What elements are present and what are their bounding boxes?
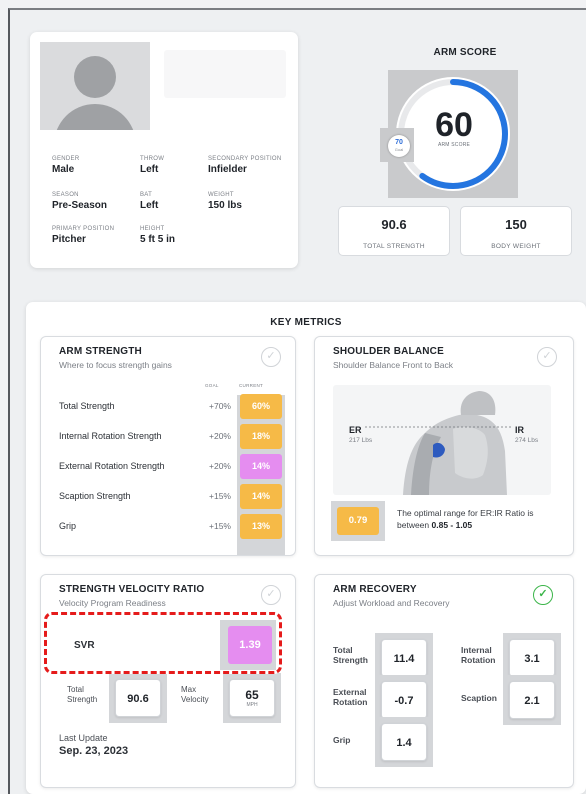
shoulder-anatomy-image xyxy=(333,385,551,495)
arm-score-goal-marker: 70 Goal xyxy=(388,135,410,157)
svr-title: STRENGTH VELOCITY RATIO xyxy=(59,584,205,595)
profile-field-bat: BAT Left xyxy=(140,192,159,211)
total-strength-card: 90.6 TOTAL STRENGTH xyxy=(338,206,450,256)
arm-strength-panel[interactable]: ARM STRENGTH Where to focus strength gai… xyxy=(40,336,296,556)
shoulder-balance-check-icon[interactable]: ✓ xyxy=(537,347,557,367)
goal-column-header: GOAL xyxy=(205,383,219,388)
avatar xyxy=(40,42,150,130)
body-weight-label: BODY WEIGHT xyxy=(491,243,541,250)
arm-score-value: 60 xyxy=(435,106,473,144)
er-ir-ratio-badge: 0.79 xyxy=(337,507,379,535)
last-update-value: Sep. 23, 2023 xyxy=(59,745,129,757)
key-metrics-title: KEY METRICS xyxy=(270,317,342,328)
profile-field-throw: THROW Left xyxy=(140,156,165,175)
profile-card: GENDER Male THROW Left SECONDARY POSITION I… xyxy=(30,32,298,268)
svr-subtitle: Velocity Program Readiness xyxy=(59,598,166,608)
current-badge: 60% xyxy=(240,394,282,419)
svr-value-badge: 1.39 xyxy=(228,626,272,664)
arm-recovery-title: ARM RECOVERY xyxy=(333,584,417,595)
athlete-name-placeholder xyxy=(164,50,286,98)
shoulder-balance-title: SHOULDER BALANCE xyxy=(333,346,444,357)
recovery-item-label: External Rotation xyxy=(333,687,368,707)
ir-value: 274 Lbs xyxy=(515,437,539,444)
svr-max-velocity-box: 65 MPH xyxy=(229,679,275,717)
svr-max-velocity-label: Max Velocity xyxy=(181,685,209,704)
svr-label: SVR xyxy=(74,640,95,651)
recovery-item-label: Scaption xyxy=(461,693,497,703)
arm-score-progress-arc xyxy=(398,79,508,189)
arm-strength-title: ARM STRENGTH xyxy=(59,346,142,357)
svr-total-strength-value: 90.6 xyxy=(115,679,161,717)
profile-field-height: HEIGHT 5 ft 5 in xyxy=(140,226,176,245)
profile-field-primary-position: PRIMARY POSITION Pitcher xyxy=(52,226,115,245)
arm-score-title: ARM SCORE xyxy=(433,47,497,58)
body-weight-value: 150 xyxy=(505,217,527,232)
arm-recovery-check-icon[interactable]: ✓ xyxy=(533,585,553,605)
profile-field-season: SEASON Pre-Season xyxy=(52,192,108,211)
shoulder-balance-subtitle: Shoulder Balance Front to Back xyxy=(333,360,454,370)
recovery-item-value: 11.4 xyxy=(381,639,427,677)
recovery-item-value: 3.1 xyxy=(509,639,555,677)
arm-recovery-panel[interactable]: ARM RECOVERY Adjust Workload and Recover… xyxy=(314,574,574,788)
current-badge: 13% xyxy=(240,514,282,539)
last-update-label: Last Update xyxy=(59,733,108,743)
er-label: ER xyxy=(349,425,362,435)
recovery-item-value: -0.7 xyxy=(381,681,427,719)
svr-total-strength-label: Total Strength xyxy=(67,685,98,704)
profile-field-gender: GENDER Male xyxy=(52,156,80,175)
arm-strength-subtitle: Where to focus strength gains xyxy=(59,360,172,370)
recovery-item-label: Grip xyxy=(333,735,351,745)
recovery-item-value: 1.4 xyxy=(381,723,427,761)
svr-max-velocity-value: 65 xyxy=(245,688,259,702)
recovery-item-value: 2.1 xyxy=(509,681,555,719)
current-badge: 18% xyxy=(240,424,282,449)
recovery-item-label: Internal Rotation xyxy=(461,645,496,665)
svr-check-icon[interactable]: ✓ xyxy=(261,585,281,605)
profile-field-secondary-position: SECONDARY POSITION Infielder xyxy=(208,156,282,175)
current-badge: 14% xyxy=(240,454,282,479)
total-strength-label: TOTAL STRENGTH xyxy=(363,243,425,250)
profile-field-weight: WEIGHT 150 lbs xyxy=(208,192,242,211)
ir-label: IR xyxy=(515,425,524,435)
er-value: 217 Lbs xyxy=(349,437,373,444)
current-column-header: CURRENT xyxy=(239,383,264,388)
recovery-item-label: Total Strength xyxy=(333,645,368,665)
arm-recovery-subtitle: Adjust Workload and Recovery xyxy=(333,598,450,608)
ratio-note: The optimal range for ER:IR Ratio is bet… xyxy=(397,508,534,530)
shoulder-balance-panel[interactable]: SHOULDER BALANCE Shoulder Balance Front … xyxy=(314,336,574,556)
total-strength-value: 90.6 xyxy=(381,217,407,232)
svr-panel[interactable]: STRENGTH VELOCITY RATIO Velocity Program… xyxy=(40,574,296,788)
body-weight-card: 150 BODY WEIGHT xyxy=(460,206,572,256)
current-badge: 14% xyxy=(240,484,282,509)
arm-score-label: ARM SCORE xyxy=(437,142,471,148)
svr-max-velocity-unit: MPH xyxy=(246,702,258,708)
arm-strength-check-icon[interactable]: ✓ xyxy=(261,347,281,367)
